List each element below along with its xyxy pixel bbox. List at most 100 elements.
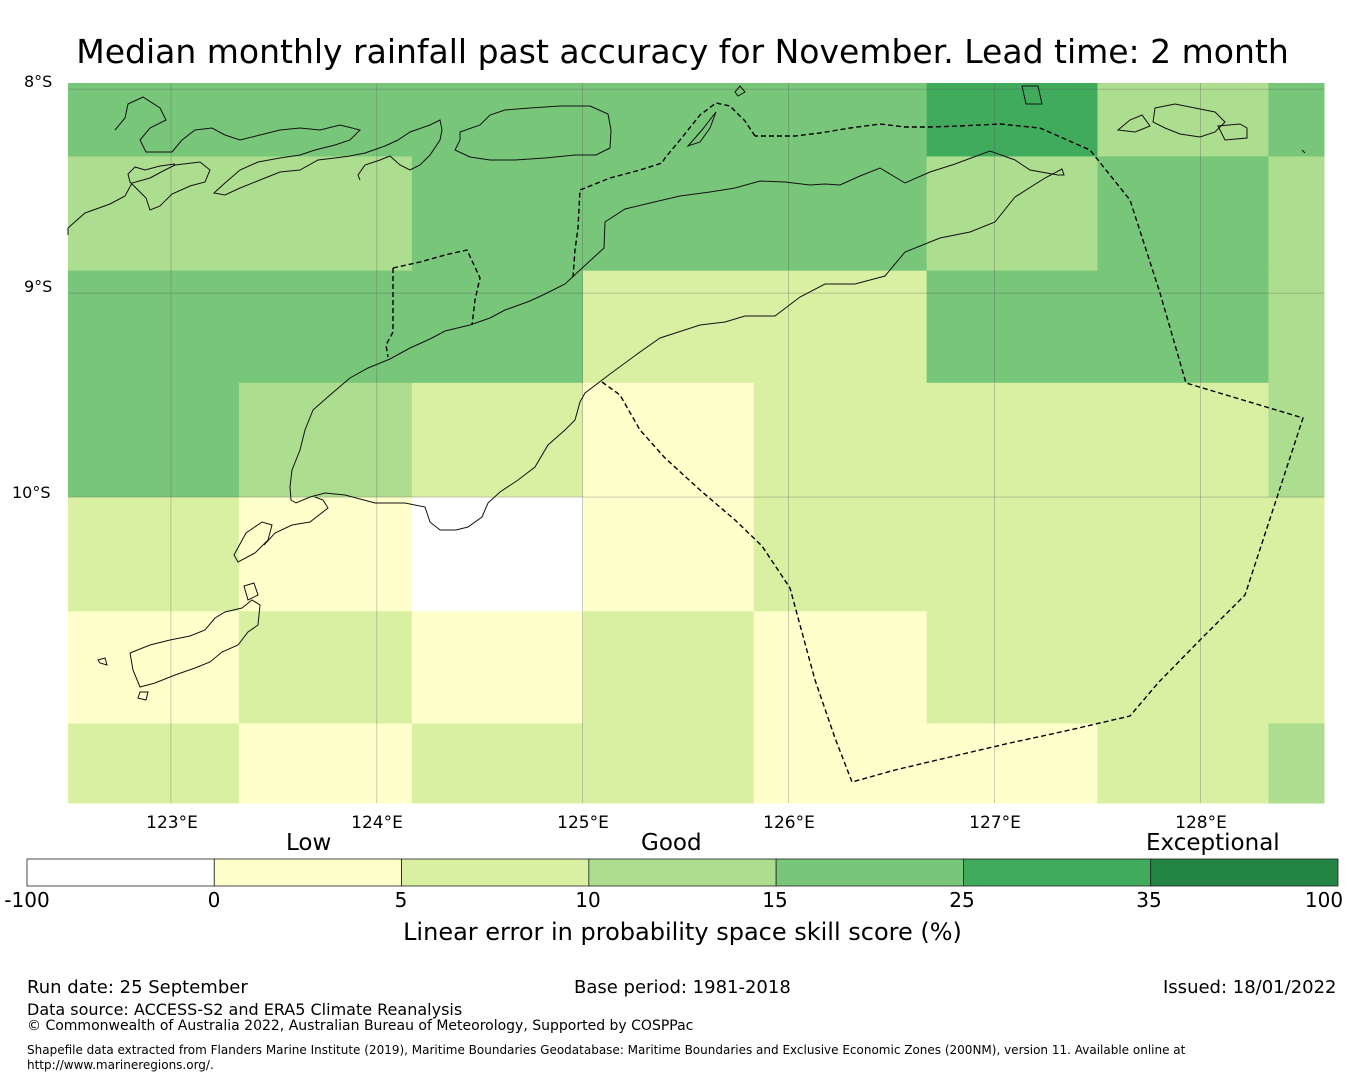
category-good: Good (641, 830, 702, 856)
grid-cell (411, 723, 584, 804)
grid-cell (1268, 723, 1325, 804)
grid-cell (68, 611, 240, 724)
grid-cell (926, 497, 1099, 612)
grid-cell (238, 83, 413, 157)
shapefile-credit-line1: Shapefile data extracted from Flanders M… (27, 1043, 1186, 1057)
tick-10: 10 (575, 888, 601, 912)
tick-25: 25 (949, 888, 975, 912)
run-date: Run date: 25 September (27, 977, 248, 998)
grid-cell (753, 723, 928, 804)
sumba-coastline (67, 161, 211, 235)
grid-cell (753, 497, 928, 612)
grid-cell (926, 382, 1099, 498)
grid-cell (582, 382, 755, 498)
grid-cell (411, 382, 584, 498)
coastline (67, 85, 1306, 701)
grid-cell (1268, 156, 1325, 272)
grid-cell (238, 611, 413, 724)
grid-cell (411, 611, 584, 724)
tick-neg100: -100 (4, 888, 50, 912)
islet-a (97, 657, 108, 666)
tick-15: 15 (762, 888, 788, 912)
wetar-coastline (1152, 103, 1226, 138)
grid-cell (1097, 611, 1269, 724)
tick-35: 35 (1136, 888, 1162, 912)
alor-coastline (454, 105, 612, 161)
grid-cell (1097, 723, 1269, 804)
raijua-coastline (137, 691, 149, 701)
timor-coastline (289, 150, 1065, 531)
grid-cell (753, 156, 928, 272)
grid-cell (753, 611, 928, 724)
small-island-1 (1116, 114, 1151, 133)
tick-0: 0 (207, 888, 221, 912)
issued-date: Issued: 18/01/2022 (1163, 977, 1337, 998)
tick-5: 5 (394, 888, 408, 912)
grid-cell (1268, 497, 1325, 612)
grid-cell (926, 156, 1099, 272)
lon-label-128e: 128°E (1175, 813, 1227, 833)
grid-cell (582, 83, 755, 157)
islet-c (734, 85, 746, 97)
skill-grid (68, 83, 1325, 804)
flores-coastline (114, 96, 443, 196)
grid-cell (582, 497, 755, 612)
grid-cell (1268, 611, 1325, 724)
colorbar-segment (1150, 858, 1339, 887)
grid-cell (926, 611, 1099, 724)
colorbar-segment (26, 858, 215, 887)
grid-cell (68, 83, 240, 157)
grid-cell (1268, 83, 1325, 157)
shapefile-credit: Shapefile data extracted from Flanders M… (27, 1043, 1337, 1073)
grid-cell (1268, 382, 1325, 498)
colorbar-segment (401, 858, 590, 887)
grid-cell (238, 723, 413, 804)
chart-title: Median monthly rainfall past accuracy fo… (76, 32, 1289, 71)
grid-cell (238, 156, 413, 272)
grid-cell (68, 723, 240, 804)
lon-label-125e: 125°E (557, 813, 609, 833)
islet-d (1301, 149, 1306, 154)
lat-label-8s: 8°S (24, 72, 53, 91)
grid-cell (68, 156, 240, 272)
small-island-3 (1021, 85, 1043, 105)
grid-cell (411, 83, 584, 157)
grid-cell (411, 497, 584, 612)
rote-coastline (233, 521, 273, 563)
grid-cell (582, 723, 755, 804)
grid-cell (68, 270, 240, 384)
grid-cell (238, 270, 413, 384)
grid-cell (926, 723, 1099, 804)
tick-100: 100 (1304, 888, 1344, 912)
base-period: Base period: 1981-2018 (574, 977, 791, 998)
colorbar (26, 858, 1339, 887)
maritime-boundaries (385, 102, 1304, 783)
lon-label-124e: 124°E (351, 813, 403, 833)
grid-cell (68, 382, 240, 498)
grid-cell (411, 156, 584, 272)
grid-cell (1097, 382, 1269, 498)
islet-b (243, 582, 259, 601)
lon-label-126e: 126°E (763, 813, 815, 833)
grid-cell (68, 497, 240, 612)
grid-cell (582, 270, 755, 384)
lon-label-123e: 123°E (146, 813, 198, 833)
category-exceptional: Exceptional (1146, 830, 1280, 856)
colorbar-title: Linear error in probability space skill … (403, 918, 962, 946)
grid-cell (582, 156, 755, 272)
timor-leste-eez-boundary (572, 102, 1304, 783)
small-island-2 (1217, 123, 1248, 141)
colorbar-segment (213, 858, 402, 887)
ndana-coastline (263, 496, 329, 546)
grid-cell (238, 382, 413, 498)
grid-cell (1097, 497, 1269, 612)
graticule (68, 83, 1324, 803)
colorbar-segment (963, 858, 1152, 887)
shapefile-credit-line2: http://www.marineregions.org/. (27, 1058, 214, 1072)
grid-cell (753, 382, 928, 498)
copyright: © Commonwealth of Australia 2022, Austra… (27, 1018, 694, 1034)
lon-label-127e: 127°E (969, 813, 1021, 833)
grid-cell (238, 497, 413, 612)
data-source: Data source: ACCESS-S2 and ERA5 Climate … (27, 1000, 463, 1019)
